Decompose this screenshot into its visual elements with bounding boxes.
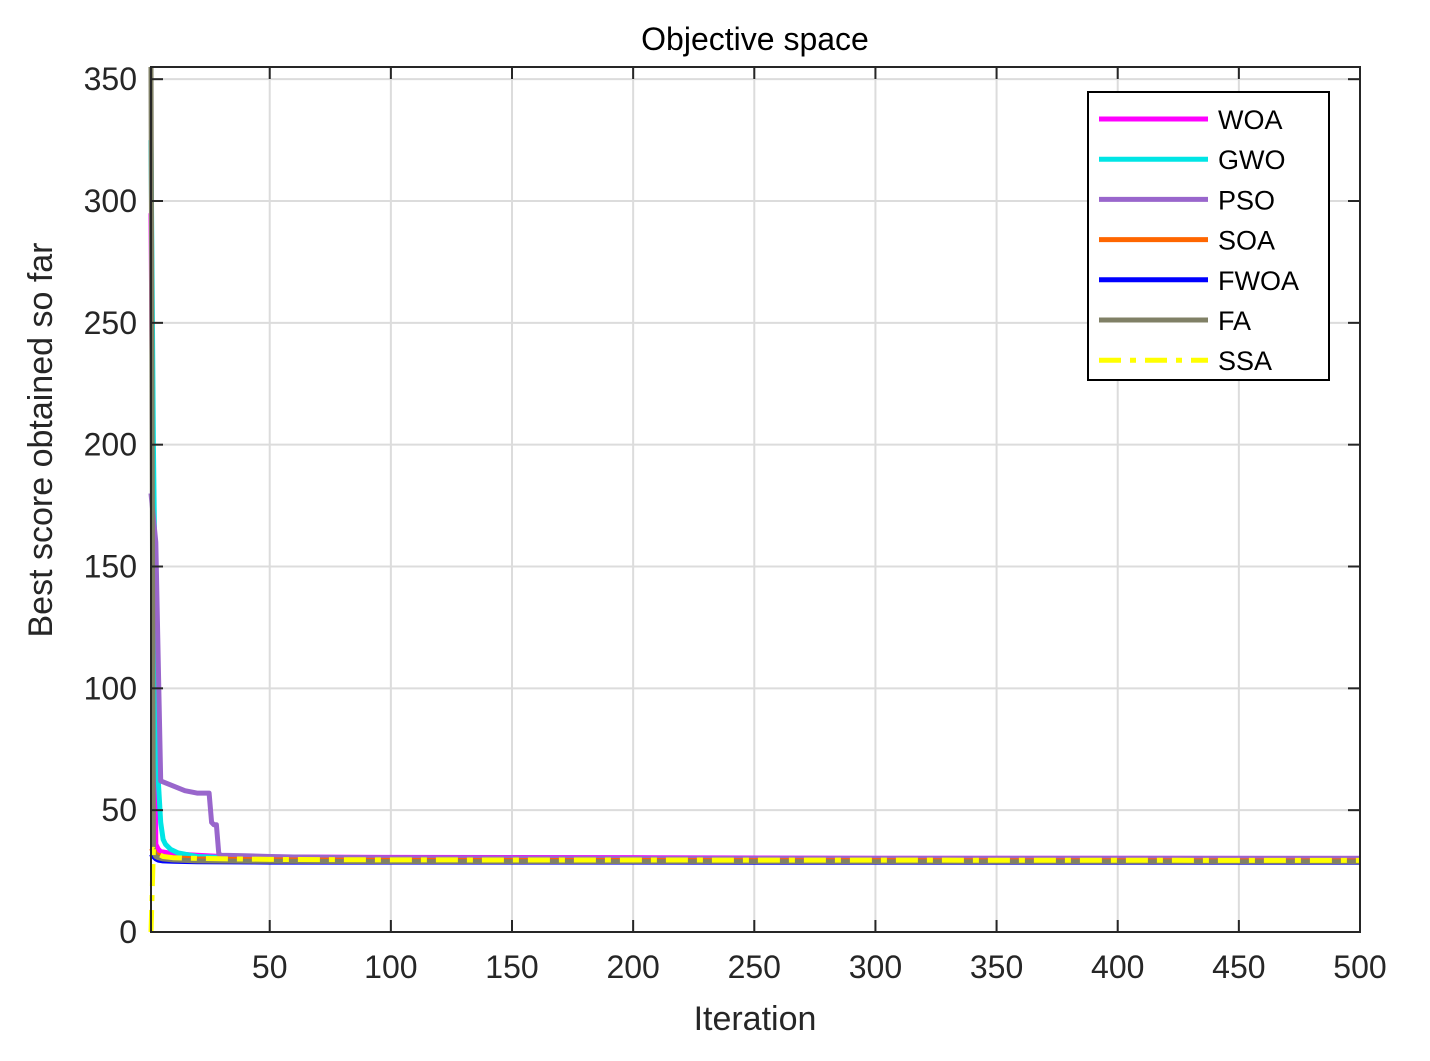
legend-label: FA bbox=[1218, 306, 1251, 336]
legend-label: FWOA bbox=[1218, 266, 1299, 296]
axes-box bbox=[150, 66, 1361, 933]
y-tick-label: 350 bbox=[84, 61, 137, 97]
axes-frame bbox=[150, 66, 1361, 933]
y-tick-label: 50 bbox=[101, 792, 137, 828]
x-tick-label: 300 bbox=[849, 949, 902, 985]
legend-label: PSO bbox=[1218, 185, 1275, 215]
x-tick-label: 400 bbox=[1091, 949, 1144, 985]
y-tick-label: 300 bbox=[84, 183, 137, 219]
legend-box bbox=[1087, 91, 1330, 381]
y-tick-label: 150 bbox=[84, 549, 137, 585]
axis-ticks: 50 100 150 200 250 300 350 400 450 500 0 50 100 150 20… bbox=[84, 61, 1387, 985]
x-tick-label: 250 bbox=[728, 949, 781, 985]
legend-label: GWO bbox=[1218, 145, 1286, 175]
y-tick-label: 250 bbox=[84, 305, 137, 341]
series-line-pso bbox=[148, 493, 1360, 861]
x-tick-label: 200 bbox=[606, 949, 659, 985]
y-tick-label: 100 bbox=[84, 670, 137, 706]
chart-title: Objective space bbox=[641, 21, 869, 57]
series-line-ssa bbox=[148, 846, 1361, 933]
legend-label: SOA bbox=[1218, 226, 1275, 256]
x-tick-label: 100 bbox=[364, 949, 417, 985]
y-axis-label: Best score obtained so far bbox=[22, 242, 60, 637]
legend-label: SSA bbox=[1218, 346, 1272, 376]
x-tick-label: 350 bbox=[970, 949, 1023, 985]
x-tick-label: 500 bbox=[1333, 949, 1386, 985]
legend-label: WOA bbox=[1218, 105, 1283, 135]
x-tick-label: 150 bbox=[485, 949, 538, 985]
y-tick-label: 0 bbox=[119, 914, 137, 950]
plot-area bbox=[148, 66, 1361, 933]
x-axis-label: Iteration bbox=[694, 1000, 817, 1038]
y-tick-label: 200 bbox=[84, 427, 137, 463]
x-tick-label: 50 bbox=[252, 949, 288, 985]
legend: WOA GWO PSO SOA FWOA FA SSA bbox=[1087, 91, 1330, 381]
x-tick-label: 450 bbox=[1212, 949, 1265, 985]
